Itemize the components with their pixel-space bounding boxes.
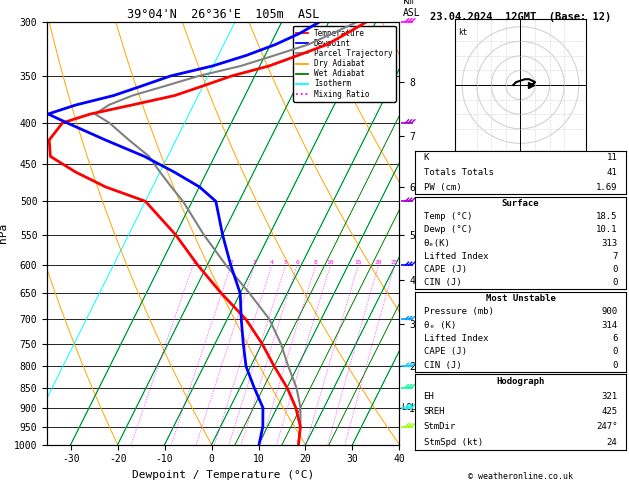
Text: Totals Totals: Totals Totals: [423, 168, 493, 177]
Text: 5: 5: [284, 260, 287, 265]
Text: CIN (J): CIN (J): [423, 361, 461, 370]
Text: 10.1: 10.1: [596, 226, 618, 234]
Text: PW (cm): PW (cm): [423, 183, 461, 191]
Text: 3: 3: [253, 260, 257, 265]
Text: StmDir: StmDir: [423, 422, 456, 432]
Text: Most Unstable: Most Unstable: [486, 294, 555, 303]
Text: 6: 6: [295, 260, 299, 265]
Text: 313: 313: [601, 239, 618, 247]
Text: CIN (J): CIN (J): [423, 278, 461, 287]
Text: Pressure (mb): Pressure (mb): [423, 307, 493, 316]
Text: Surface: Surface: [502, 199, 539, 208]
Text: SREH: SREH: [423, 407, 445, 417]
Text: LCL: LCL: [401, 403, 416, 412]
Text: K: K: [423, 154, 429, 162]
Text: CAPE (J): CAPE (J): [423, 347, 467, 356]
Text: θₑ (K): θₑ (K): [423, 320, 456, 330]
Text: 8: 8: [314, 260, 318, 265]
Text: 23.04.2024  12GMT  (Base: 12): 23.04.2024 12GMT (Base: 12): [430, 12, 611, 22]
X-axis label: Dewpoint / Temperature (°C): Dewpoint / Temperature (°C): [132, 470, 314, 480]
Text: 24: 24: [607, 437, 618, 447]
Text: Lifted Index: Lifted Index: [423, 334, 488, 343]
Text: 18.5: 18.5: [596, 212, 618, 221]
Y-axis label: hPa: hPa: [0, 223, 8, 243]
Text: 0: 0: [612, 278, 618, 287]
Text: 41: 41: [607, 168, 618, 177]
Text: 900: 900: [601, 307, 618, 316]
Text: 1: 1: [191, 260, 195, 265]
Text: Dewp (°C): Dewp (°C): [423, 226, 472, 234]
Text: EH: EH: [423, 392, 434, 401]
Text: Temp (°C): Temp (°C): [423, 212, 472, 221]
Text: © weatheronline.co.uk: © weatheronline.co.uk: [468, 472, 573, 481]
Text: 0: 0: [612, 361, 618, 370]
Text: StmSpd (kt): StmSpd (kt): [423, 437, 482, 447]
Text: km
ASL: km ASL: [403, 0, 421, 17]
Text: Lifted Index: Lifted Index: [423, 252, 488, 260]
Text: 10: 10: [326, 260, 334, 265]
Text: 6: 6: [612, 334, 618, 343]
Text: θₑ(K): θₑ(K): [423, 239, 450, 247]
Text: kt: kt: [458, 28, 467, 37]
Text: 2: 2: [229, 260, 233, 265]
Text: 425: 425: [601, 407, 618, 417]
Text: Hodograph: Hodograph: [496, 377, 545, 386]
Text: 321: 321: [601, 392, 618, 401]
Text: 1.69: 1.69: [596, 183, 618, 191]
Text: 7: 7: [612, 252, 618, 260]
Text: 0: 0: [612, 265, 618, 274]
Text: CAPE (J): CAPE (J): [423, 265, 467, 274]
Text: 4: 4: [270, 260, 274, 265]
Text: 11: 11: [607, 154, 618, 162]
Text: 20: 20: [375, 260, 382, 265]
Text: 15: 15: [354, 260, 362, 265]
Text: 25: 25: [391, 260, 398, 265]
Text: 247°: 247°: [596, 422, 618, 432]
Text: 0: 0: [612, 347, 618, 356]
Text: 314: 314: [601, 320, 618, 330]
Legend: Temperature, Dewpoint, Parcel Trajectory, Dry Adiabat, Wet Adiabat, Isotherm, Mi: Temperature, Dewpoint, Parcel Trajectory…: [293, 26, 396, 102]
Title: 39°04'N  26°36'E  105m  ASL: 39°04'N 26°36'E 105m ASL: [127, 8, 320, 21]
